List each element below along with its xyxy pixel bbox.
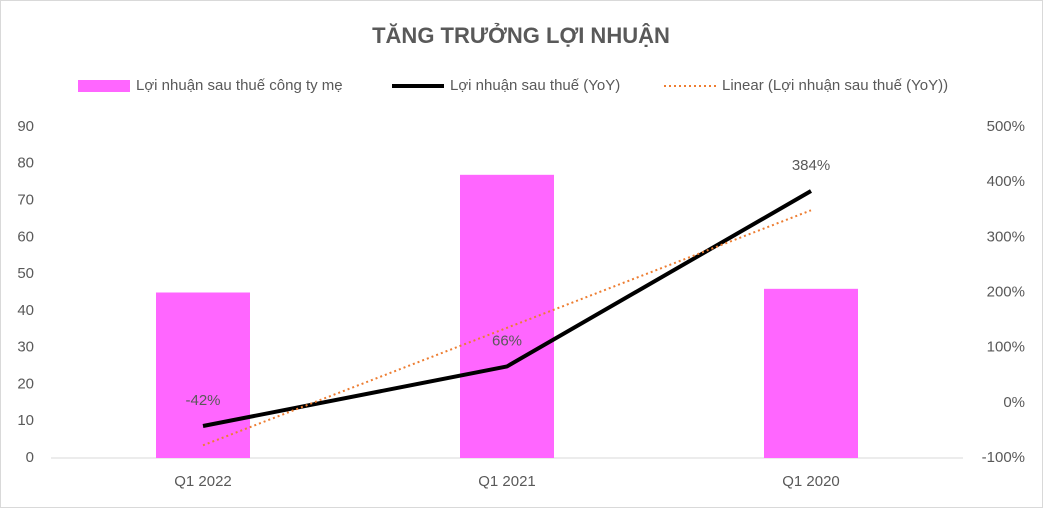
y-tick-label: 70 — [17, 192, 34, 209]
line — [202, 189, 812, 428]
y2-tick-label: -100% — [982, 449, 1025, 466]
trend-line — [202, 209, 812, 447]
legend-label: Linear (Lợi nhuận sau thuế (YoY)) — [722, 77, 948, 94]
bar — [156, 292, 250, 458]
y2-tick-label: 300% — [987, 228, 1025, 245]
bar — [764, 288, 858, 458]
y-tick-label: 90 — [17, 118, 34, 135]
y2-tick-label: 500% — [987, 118, 1025, 135]
y-tick-label: 20 — [17, 375, 34, 392]
y-tick-label: 0 — [26, 449, 34, 466]
chart-title: TĂNG TRƯỞNG LỢI NHUẬN — [372, 23, 670, 48]
y-tick-label: 80 — [17, 155, 34, 172]
x-tick-label: Q1 2021 — [478, 473, 536, 490]
y-tick-label: 40 — [17, 302, 34, 319]
x-tick-label: Q1 2020 — [782, 473, 840, 490]
data-label: 66% — [492, 332, 522, 349]
legend-swatch — [78, 80, 130, 92]
y-tick-label: 30 — [17, 339, 34, 356]
legend: Lợi nhuận sau thuế công ty mẹ Lợi nhuận s… — [78, 77, 948, 94]
bar — [460, 174, 554, 459]
y-tick-label: 10 — [17, 412, 34, 429]
y2-tick-label: 400% — [987, 173, 1025, 190]
y-tick-label: 60 — [17, 228, 34, 245]
legend-label: Lợi nhuận sau thuế (YoY) — [450, 77, 620, 94]
x-tick-label: Q1 2022 — [174, 473, 232, 490]
data-label: -42% — [185, 392, 220, 409]
data-label: 384% — [792, 157, 830, 174]
y-tick-label: 50 — [17, 265, 34, 282]
y2-tick-label: 200% — [987, 283, 1025, 300]
legend-label: Lợi nhuận sau thuế công ty mẹ — [136, 77, 343, 94]
y2-tick-label: 0% — [1003, 394, 1025, 411]
y2-tick-label: 100% — [987, 339, 1025, 356]
